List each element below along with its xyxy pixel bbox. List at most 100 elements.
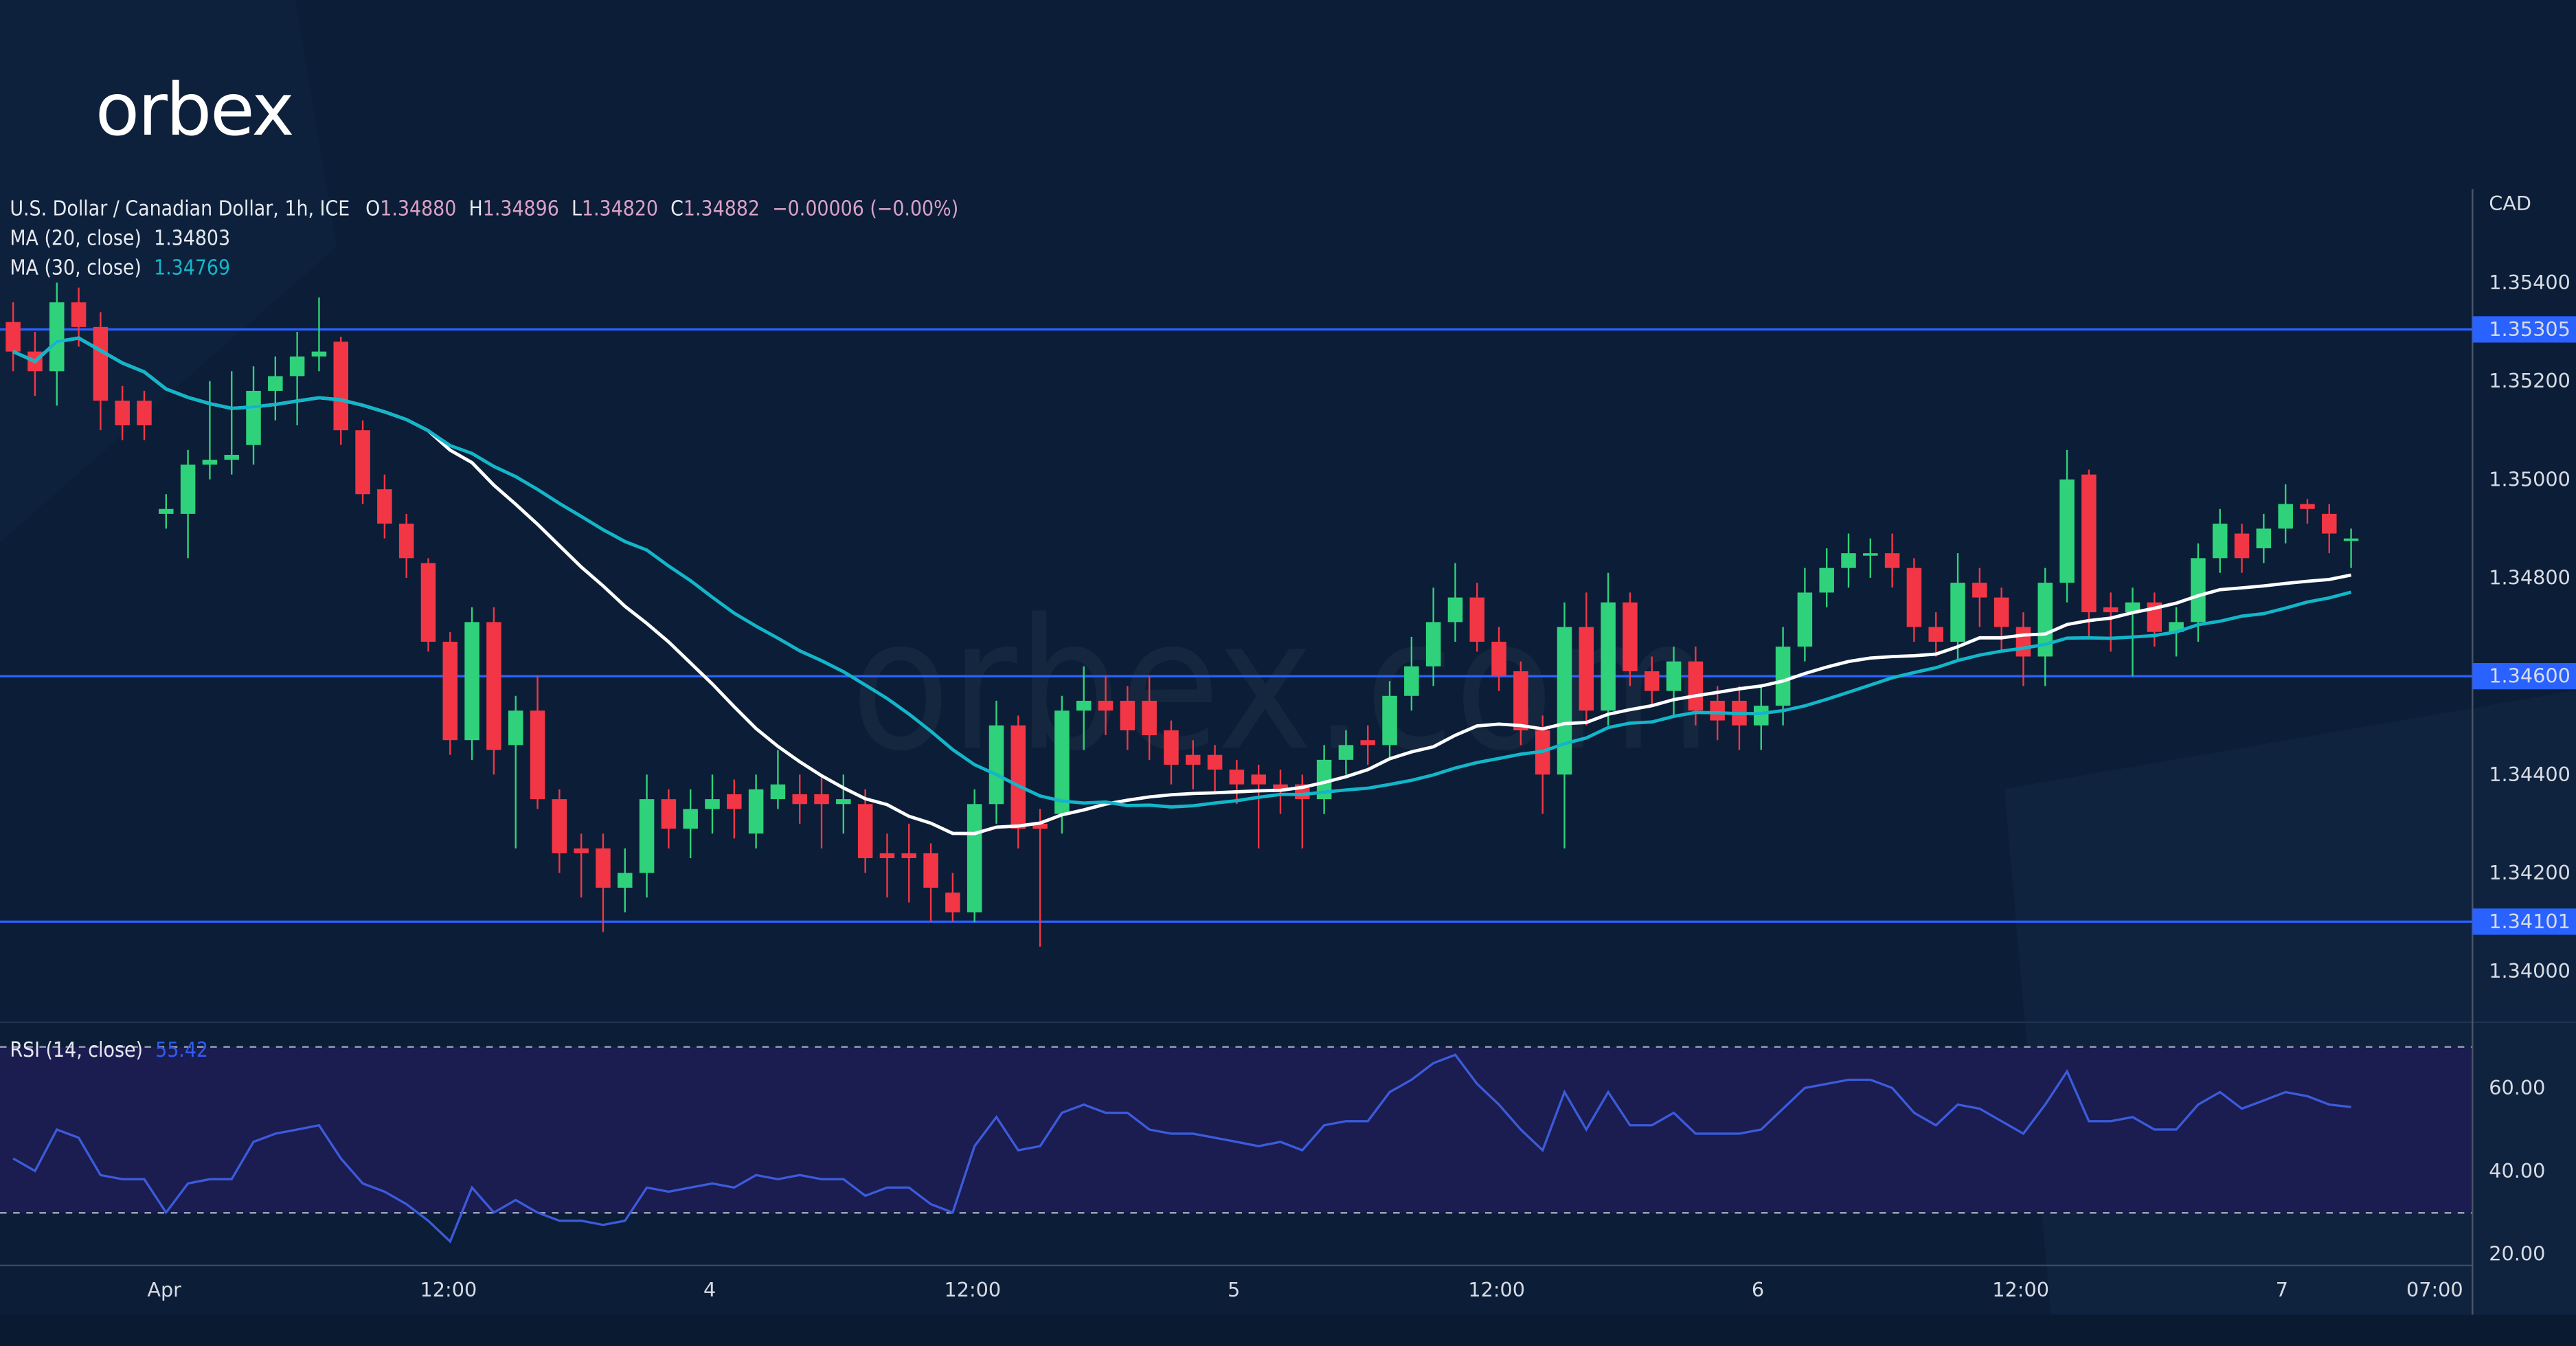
candle: [945, 873, 960, 923]
candle: [1164, 720, 1179, 785]
candle-body: [770, 784, 786, 800]
candle-body: [93, 326, 109, 401]
candle-body: [748, 789, 764, 834]
candle-body: [2015, 627, 2031, 657]
candle-body: [901, 853, 917, 859]
horizontal-levels: 1.35305 1.34600 1.34101: [0, 316, 2576, 935]
candle-body: [2191, 558, 2206, 622]
currency-label: CAD: [2489, 192, 2531, 215]
candle: [1601, 572, 1616, 726]
candle: [1928, 612, 1944, 657]
candle-body: [268, 376, 283, 391]
candle: [1841, 533, 1856, 588]
rsi-tick-label: 60.00: [2489, 1076, 2545, 1099]
bottom-strip: [0, 1314, 2576, 1346]
candle-body: [137, 401, 152, 426]
candle-body: [727, 794, 742, 809]
candle: [1447, 563, 1463, 642]
candle-body: [1120, 700, 1136, 730]
candle: [1120, 686, 1136, 750]
candle: [923, 843, 938, 923]
candle-body: [639, 799, 655, 873]
legend-rsi[interactable]: RSI (14, close) 55.42: [10, 1038, 208, 1062]
moving-averages: [12, 336, 2352, 835]
candle: [1338, 730, 1354, 775]
candle-body: [1425, 622, 1441, 666]
candle-body: [2125, 602, 2140, 613]
candle: [137, 390, 152, 440]
background-shape: [0, 0, 337, 543]
level-price-tag: [2472, 663, 2576, 690]
candle-body: [1491, 642, 1506, 677]
candle-body: [224, 454, 239, 460]
candle-body: [705, 799, 720, 809]
candle: [727, 779, 742, 839]
time-axis[interactable]: Apr 12:00 4 12:00 5 12:00 6 12:00 7 07:00: [147, 1278, 2463, 1301]
candle: [268, 356, 283, 420]
candle: [2343, 528, 2359, 568]
candle: [442, 631, 458, 755]
candle-body: [661, 799, 677, 829]
price-tick-label: 1.34800: [2489, 566, 2571, 590]
candle: [901, 823, 917, 903]
candle-body: [1666, 661, 1682, 691]
candle: [1491, 627, 1506, 691]
legend-ma20[interactable]: MA (20, close) 1.34803: [10, 226, 230, 250]
candle-body: [1688, 661, 1704, 711]
candle: [1032, 809, 1048, 947]
candle-body: [377, 489, 392, 524]
candle: [1513, 661, 1528, 745]
ma20-label: MA (20, close): [10, 226, 142, 250]
candle-body: [1076, 700, 1092, 711]
candle-body: [1513, 671, 1528, 730]
candle: [574, 833, 589, 898]
rsi-axis[interactable]: 60.00 40.00 20.00: [2489, 1076, 2545, 1266]
candle-body: [311, 351, 327, 357]
candle-body: [1447, 597, 1463, 622]
candle: [2125, 587, 2140, 677]
candle: [2278, 484, 2293, 543]
candle-body: [1601, 602, 1616, 711]
candle-body: [923, 853, 938, 888]
candle: [770, 750, 786, 809]
candle: [1863, 538, 1878, 578]
candle: [1098, 676, 1114, 736]
candle-body: [1251, 774, 1266, 785]
rsi-band: [0, 1046, 2473, 1213]
ma30-value: 1.34769: [154, 256, 230, 280]
symbol-name: U.S. Dollar / Canadian Dollar, 1h, ICE: [10, 197, 350, 221]
candle: [2037, 568, 2053, 686]
high-value: 1.34896: [483, 197, 559, 221]
candle: [988, 700, 1004, 824]
candle: [661, 789, 677, 849]
rsi-series: [12, 1053, 2351, 1244]
candle: [202, 381, 218, 480]
candle: [1754, 686, 1769, 750]
candle: [1884, 533, 1900, 588]
price-axis[interactable]: 1.35400 1.35200 1.35000 1.34800 1.34400 1.342…: [2489, 271, 2571, 983]
candle: [1623, 592, 1638, 686]
candle: [246, 366, 261, 465]
candle-body: [49, 302, 65, 372]
time-tick-label: 12:00: [944, 1278, 1001, 1301]
candle-body: [1054, 710, 1070, 814]
candle: [1950, 553, 1965, 662]
candle: [1404, 636, 1419, 711]
level-price-label: 1.35305: [2489, 317, 2571, 341]
candle: [1142, 676, 1157, 760]
candle: [1972, 568, 1987, 627]
candle: [1906, 558, 1922, 642]
legend-ma30[interactable]: MA (30, close) 1.34769: [10, 256, 230, 280]
price-tick-label: 1.35200: [2489, 369, 2571, 392]
candle-body: [879, 853, 895, 859]
candle: [530, 676, 545, 809]
open-label: O: [365, 197, 380, 221]
candle-body: [1906, 568, 1922, 627]
candle-body: [2234, 533, 2250, 559]
candle: [1054, 695, 1070, 834]
candle-body: [246, 390, 261, 445]
open-value: 1.34880: [380, 197, 456, 221]
candle-body: [2103, 607, 2119, 613]
time-tick-label: 12:00: [1468, 1278, 1525, 1301]
